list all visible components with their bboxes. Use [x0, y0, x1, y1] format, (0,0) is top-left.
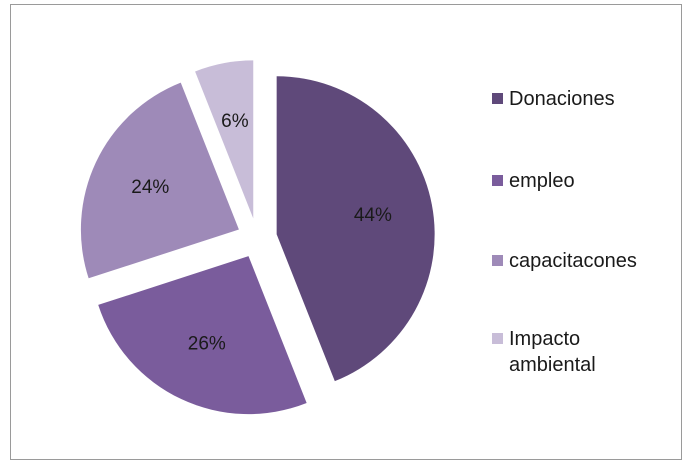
legend-label-capacitacones: capacitacones — [509, 250, 637, 272]
pie-slice-capacitacones — [80, 82, 239, 279]
legend-item-empleo: empleo — [492, 168, 659, 194]
legend-swatch-donaciones — [492, 93, 503, 104]
legend-label-donaciones: Donaciones — [509, 88, 615, 110]
slice-label-donaciones: 44% — [354, 205, 392, 226]
legend-item-impacto-ambiental: Impacto ambiental — [492, 326, 659, 378]
legend-label-impacto-ambiental: Impacto ambiental — [509, 328, 596, 376]
slice-label-capacitacones: 24% — [131, 177, 169, 198]
slice-label-empleo: 26% — [188, 334, 226, 355]
pie-slice-donaciones — [276, 76, 435, 382]
legend-label-empleo: empleo — [509, 170, 575, 192]
pie-slice-empleo — [98, 256, 307, 415]
legend-item-donaciones: Donaciones — [492, 86, 659, 112]
legend-swatch-capacitacones — [492, 255, 503, 266]
pie-slice-impacto-ambiental — [195, 60, 254, 219]
legend-swatch-impacto-ambiental — [492, 333, 503, 344]
legend-item-capacitacones: capacitacones — [492, 248, 659, 274]
slice-label-impacto-ambiental: 6% — [221, 111, 249, 132]
legend-swatch-empleo — [492, 175, 503, 186]
